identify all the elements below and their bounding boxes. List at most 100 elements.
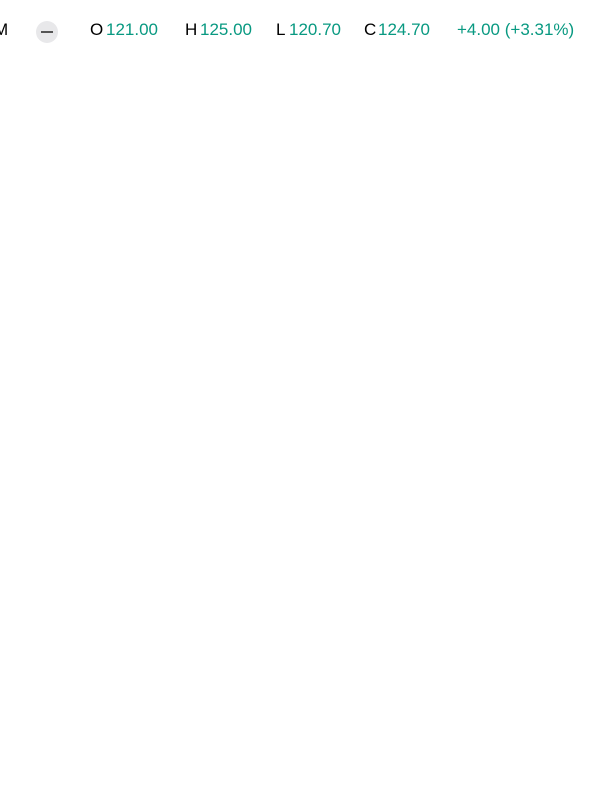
moving-average: [1, 355, 583, 462]
candle-body: [59, 398, 65, 405]
candle-body: [189, 378, 195, 385]
candle-body: [9, 450, 15, 455]
candle-body: [0, 460, 5, 520]
candle-body: [149, 390, 155, 398]
volume-bar: [338, 772, 346, 800]
candle-body: [249, 400, 255, 405]
volume-bar: [578, 778, 586, 800]
candle-body: [359, 398, 365, 410]
candle-body: [479, 355, 485, 358]
candle-body: [179, 365, 185, 372]
volume-bar: [168, 760, 176, 800]
volume-bar: [298, 765, 306, 800]
volume-bar: [108, 772, 116, 800]
volume-bar: [118, 778, 126, 800]
volume-bar: [318, 770, 326, 800]
candle-body: [579, 380, 585, 386]
candle-body: [199, 380, 205, 388]
candle-body: [449, 345, 455, 365]
symbol: M: [0, 20, 9, 39]
volume-bar: [518, 772, 526, 800]
volume-bar: [508, 780, 516, 800]
moving-average: [1, 274, 583, 401]
candle-body: [89, 400, 95, 405]
candle-body: [289, 402, 295, 406]
volume-bar: [398, 720, 406, 800]
candle-body: [469, 355, 475, 358]
candle-body: [509, 355, 515, 358]
volume-bar: [28, 782, 36, 800]
candle-body: [429, 362, 435, 372]
volume-bar: [238, 775, 246, 800]
close-value: 124.70: [378, 20, 430, 39]
candle-body: [279, 400, 285, 406]
volume-bar: [568, 780, 576, 800]
candle-body: [39, 430, 45, 445]
low-value: 120.70: [289, 20, 341, 39]
candle-body: [399, 360, 405, 380]
volume-bar: [98, 755, 106, 800]
change: +4.00 (+3.31%): [457, 20, 575, 39]
candle-body: [389, 372, 395, 385]
band-lower: [1, 379, 583, 541]
volume-bar: [278, 780, 286, 800]
candle-body: [559, 372, 565, 378]
candle-body: [349, 405, 355, 430]
open-value: 121.00: [106, 20, 158, 39]
volume-bar: [308, 778, 316, 800]
high-value: 125.00: [200, 20, 252, 39]
volume-bar: [438, 755, 446, 800]
volume-bar: [258, 772, 266, 800]
volume-bar: [48, 778, 56, 800]
candle-body: [139, 392, 145, 400]
volume-bar: [388, 745, 396, 800]
candle-body: [319, 406, 325, 412]
volume-bar: [288, 775, 296, 800]
remove-icon[interactable]: [32, 17, 62, 47]
volume-bar: [178, 775, 186, 800]
candle-body: [549, 370, 555, 374]
volume-bar: [328, 775, 336, 800]
candle-body: [339, 400, 345, 404]
volume-bar: [38, 770, 46, 800]
candle-body: [269, 398, 275, 405]
candle-body: [209, 390, 215, 395]
candle-body: [459, 352, 465, 358]
volume-bar: [558, 775, 566, 800]
volume-bar: [198, 778, 206, 800]
candle-body: [539, 362, 545, 368]
high-label: H: [185, 20, 198, 39]
volume-bar: [538, 770, 546, 800]
volume-bar: [428, 715, 436, 800]
band-upper: [1, 199, 583, 373]
candle-body: [499, 356, 505, 362]
close-label: C: [364, 20, 377, 39]
candle-body: [49, 398, 55, 415]
candle-body: [489, 352, 495, 356]
volume-bar: [478, 765, 486, 800]
candle-body: [409, 352, 415, 365]
candle-body: [69, 402, 75, 408]
volume-bar: [418, 750, 426, 800]
candle-body: [79, 388, 85, 405]
candle-body: [29, 445, 35, 455]
candle-body: [519, 356, 525, 360]
volume-bar: [498, 775, 506, 800]
candle-body: [309, 402, 315, 407]
volume-bar: [248, 770, 256, 800]
candle-body: [229, 395, 235, 405]
legend-header: M O 121.00 H 125.00 L 120.70 C 124.70 +4…: [0, 0, 600, 60]
volume-bar: [368, 760, 376, 800]
volume-bar: [348, 750, 356, 800]
volume-bar: [448, 740, 456, 800]
volume-bar: [528, 778, 536, 800]
volume-bar: [468, 760, 476, 800]
volume-bar: [458, 725, 466, 800]
volume-bar: [128, 775, 136, 800]
volume-bar: [88, 780, 96, 800]
candle-body: [329, 400, 335, 405]
volume-bar: [158, 765, 166, 800]
candle-body: [159, 385, 165, 395]
candle-body: [99, 368, 105, 390]
